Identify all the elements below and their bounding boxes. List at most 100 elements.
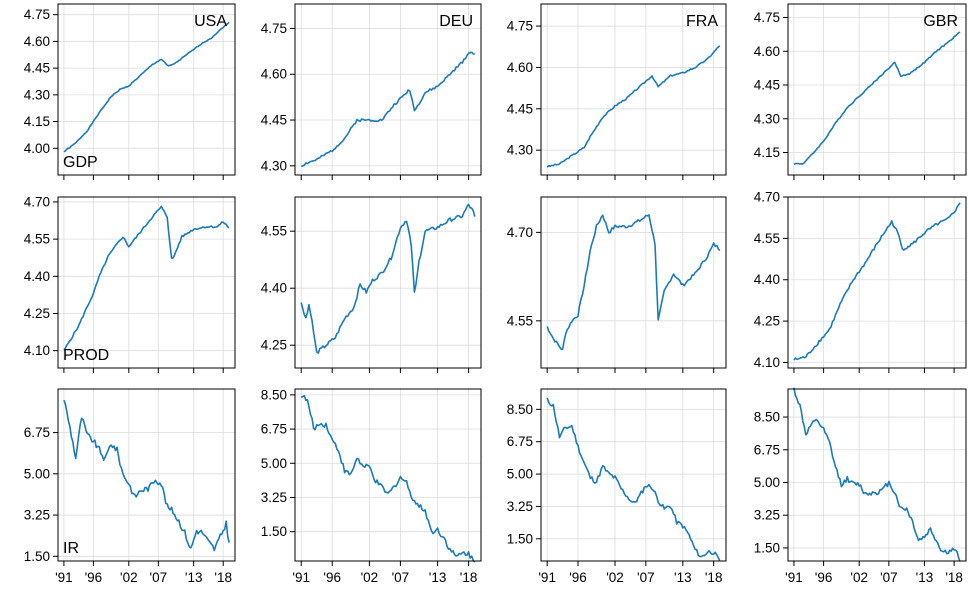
series-line-deu-prod	[301, 204, 475, 353]
plot-frame	[295, 197, 481, 368]
y-tick-label: 4.10	[24, 343, 50, 358]
panel-deu-gdp: 4.304.454.604.75 DEU	[261, 4, 481, 180]
y-tick-label: 4.25	[754, 314, 780, 329]
y-tick-label: 4.75	[261, 21, 287, 36]
y-tick-label: 3.25	[507, 499, 533, 514]
y-tick-label: 4.45	[507, 101, 533, 116]
y-tick-label: 5.00	[754, 475, 780, 490]
country-label: USA	[194, 13, 227, 30]
variable-label: PROD	[63, 347, 109, 364]
y-tick-label: 4.40	[261, 281, 287, 296]
panel-fra-gdp: 4.30 4.45 4.60 4.75 FRA	[507, 4, 726, 180]
x-tick-label: '96	[85, 570, 103, 585]
x-tick-label: '02	[361, 570, 379, 585]
y-tick-label: 4.30	[507, 143, 533, 158]
panel-usa-prod: 4.10 4.25 4.40 4.55 4.70 PROD	[24, 194, 235, 373]
y-tick-label: 4.40	[24, 269, 50, 284]
y-tick-label: 4.60	[24, 34, 50, 49]
panel-deu-prod: 4.25 4.40 4.55	[261, 197, 481, 373]
country-label: GBR	[923, 13, 958, 30]
x-tick-label: '02	[606, 570, 624, 585]
y-tick-label: 1.50	[261, 524, 287, 539]
plot-frame	[541, 389, 726, 561]
y-tick-label: 4.55	[754, 231, 780, 246]
plot-frame	[788, 389, 966, 561]
series-line-usa-ir	[64, 400, 229, 550]
y-tick-label: 4.45	[261, 113, 287, 128]
series-line-fra-prod	[547, 215, 720, 350]
y-tick-label: 6.75	[261, 422, 287, 437]
y-tick-label: 4.15	[24, 114, 50, 129]
y-tick-label: 4.60	[754, 44, 780, 59]
y-tick-label: 3.25	[754, 508, 780, 523]
y-tick-label: 8.50	[261, 387, 287, 402]
y-tick-label: 4.55	[261, 224, 287, 239]
series-line-gbr-ir	[794, 388, 960, 562]
series-line-deu-gdp	[301, 52, 475, 166]
y-tick-label: 6.75	[507, 434, 533, 449]
country-label: DEU	[439, 13, 473, 30]
x-tick-label: '07	[392, 570, 410, 585]
x-tick-label: '07	[880, 570, 898, 585]
series-line-gbr-prod	[794, 203, 960, 360]
series-line-fra-gdp	[547, 46, 720, 167]
x-tick-label: '96	[569, 570, 587, 585]
series-line-usa-gdp	[64, 22, 229, 151]
x-tick-label: '18	[705, 570, 723, 585]
y-tick-label: 4.55	[507, 313, 533, 328]
x-tick-label: '91	[785, 570, 803, 585]
x-tick-label: '91	[538, 570, 556, 585]
panel-usa-ir: 1.50 3.25 5.00 6.75 '91 '96 '02 '07 '13 '18 IR	[24, 389, 235, 585]
y-tick-label: 4.45	[24, 61, 50, 76]
y-tick-label: 4.30	[754, 111, 780, 126]
x-tick-label: '13	[916, 570, 934, 585]
y-tick-label: 4.25	[261, 338, 287, 353]
y-tick-label: 4.70	[24, 194, 50, 209]
y-tick-label: 8.50	[754, 410, 780, 425]
x-tick-label: '02	[850, 570, 868, 585]
y-tick-label: 4.15	[754, 145, 780, 160]
x-tick-label: '18	[945, 570, 963, 585]
y-tick-label: 1.50	[507, 531, 533, 546]
variable-label: IR	[63, 540, 79, 557]
x-tick-label: '91	[55, 570, 73, 585]
y-tick-label: 4.00	[24, 141, 50, 156]
x-tick-label: '07	[637, 570, 655, 585]
y-tick-label: 4.75	[754, 10, 780, 25]
y-tick-label: 4.55	[24, 232, 50, 247]
y-tick-label: 5.00	[507, 467, 533, 482]
y-tick-label: 4.40	[754, 272, 780, 287]
variable-label: GDP	[63, 154, 98, 171]
panel-usa-gdp: 4.00 4.15 4.30 4.45 4.60 4.75 USA GDP	[24, 4, 235, 180]
y-tick-label: 4.70	[507, 225, 533, 240]
plot-frame	[58, 197, 235, 368]
x-tick-label: '18	[460, 570, 478, 585]
y-tick-label: 6.75	[24, 425, 50, 440]
y-tick-label: 1.50	[24, 549, 50, 564]
y-tick-label: 8.50	[507, 402, 533, 417]
series-line-gbr-gdp	[794, 32, 960, 164]
y-tick-label: 3.25	[24, 508, 50, 523]
y-tick-label: 6.75	[754, 442, 780, 457]
panel-gbr-ir: 1.50 3.25 5.00 6.75 8.50 '91 '96 '02 '07 '13 '18	[754, 388, 966, 585]
y-tick-label: 4.60	[261, 67, 287, 82]
x-tick-label: '18	[214, 570, 232, 585]
y-tick-label: 3.25	[261, 490, 287, 505]
y-tick-label: 4.75	[24, 7, 50, 22]
x-tick-label: '96	[815, 570, 833, 585]
panel-deu-ir: 1.50 3.25 5.00 6.75 8.50 '91 '96 '02 '07 '13 '18	[261, 387, 481, 585]
panel-fra-ir: 1.50 3.25 5.00 6.75 8.50 '91 '96 '02 '07 '13 '18	[507, 389, 726, 585]
y-tick-label: 4.70	[754, 190, 780, 205]
y-tick-label: 4.60	[507, 60, 533, 75]
x-tick-label: '13	[429, 570, 447, 585]
panel-gbr-gdp: 4.15 4.30 4.45 4.60 4.75 GBR	[754, 4, 966, 180]
y-tick-label: 5.00	[261, 456, 287, 471]
series-line-deu-ir	[301, 396, 475, 563]
x-tick-label: '91	[292, 570, 310, 585]
x-tick-label: '07	[150, 570, 168, 585]
y-tick-label: 4.45	[754, 78, 780, 93]
y-tick-label: 5.00	[24, 466, 50, 481]
y-tick-label: 4.25	[24, 306, 50, 321]
x-tick-label: '13	[185, 570, 203, 585]
y-tick-label: 1.50	[754, 540, 780, 555]
